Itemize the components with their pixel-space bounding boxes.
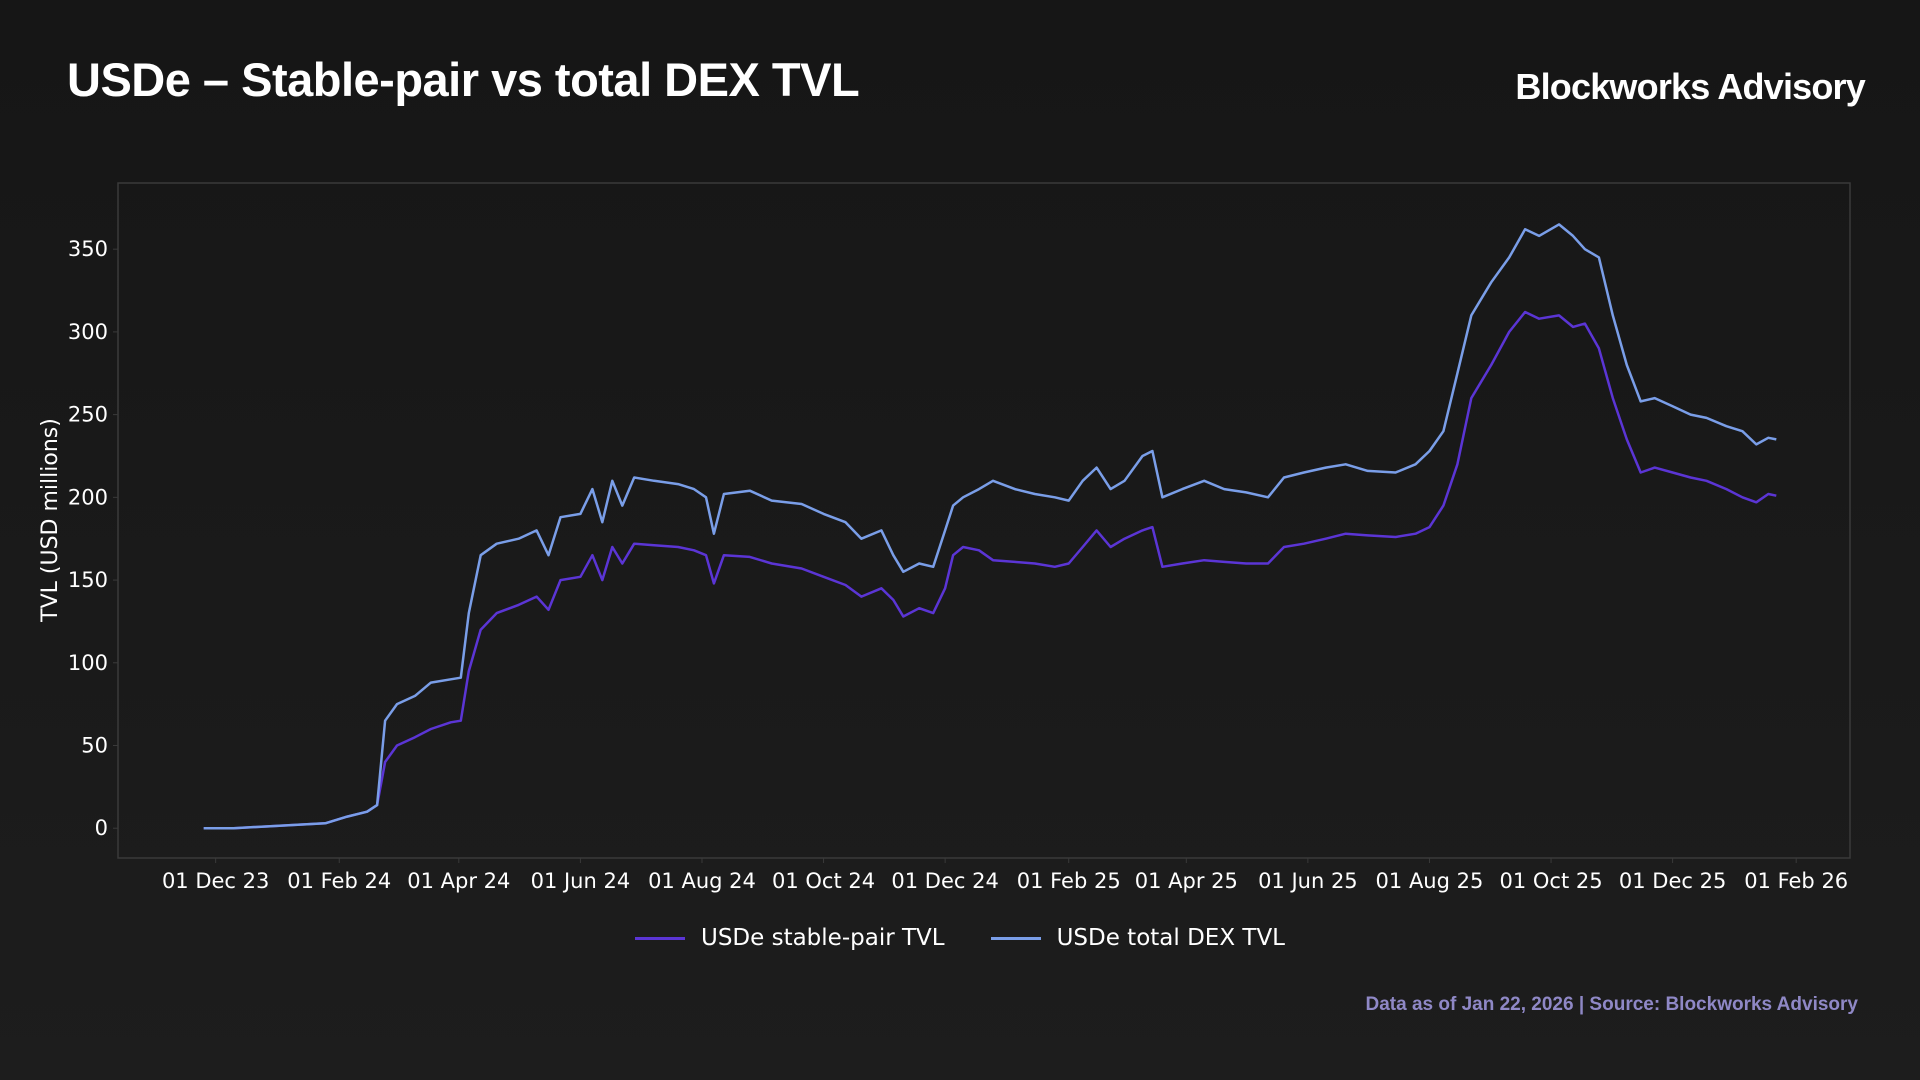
x-tick-label: 01 Feb 26 bbox=[1744, 869, 1848, 893]
x-tick-label: 01 Feb 24 bbox=[287, 869, 391, 893]
x-tick-label: 01 Dec 25 bbox=[1619, 869, 1726, 893]
y-tick-label: 0 bbox=[95, 816, 108, 840]
x-tick-label: 01 Dec 23 bbox=[162, 869, 269, 893]
x-tick-label: 01 Aug 24 bbox=[648, 869, 756, 893]
x-tick-label: 01 Oct 24 bbox=[772, 869, 875, 893]
y-tick-label: 100 bbox=[68, 651, 108, 675]
x-tick-label: 01 Dec 24 bbox=[891, 869, 998, 893]
source-note: Data as of Jan 22, 2026 | Source: Blockw… bbox=[1365, 994, 1859, 1015]
y-tick-label: 350 bbox=[68, 237, 108, 261]
x-axis: 01 Dec 23 01 Feb 24 01 Apr 24 01 Jun 24 01 A… bbox=[162, 858, 1848, 893]
y-tick-label: 300 bbox=[68, 320, 108, 344]
series-line-stable-pair bbox=[203, 310, 1777, 830]
legend-label: USDe stable-pair TVL bbox=[700, 925, 945, 951]
y-axis-title: TVL (USD millions) bbox=[38, 418, 63, 623]
x-tick-label: 01 Jun 25 bbox=[1258, 869, 1358, 893]
plot-area bbox=[117, 182, 1851, 859]
brand-logo: Blockworks Advisory bbox=[1515, 66, 1865, 107]
y-tick-label: 250 bbox=[68, 403, 108, 427]
x-tick-label: 01 Apr 25 bbox=[1135, 869, 1238, 893]
x-tick-label: 01 Feb 25 bbox=[1017, 869, 1121, 893]
y-tick-label: 200 bbox=[68, 485, 108, 509]
series-layer bbox=[203, 223, 1777, 830]
x-tick-label: 01 Aug 25 bbox=[1376, 869, 1484, 893]
y-tick-label: 150 bbox=[68, 568, 108, 592]
x-tick-label: 01 Jun 24 bbox=[531, 869, 631, 893]
legend-label: USDe total DEX TVL bbox=[1056, 925, 1285, 951]
chart-legend: USDe stable-pair TVL USDe total DEX TVL bbox=[0, 925, 1920, 951]
y-axis: 0 50 100 150 200 250 300 350 bbox=[68, 237, 118, 840]
x-tick-label: 01 Apr 24 bbox=[407, 869, 510, 893]
legend-item-total-dex: USDe total DEX TVL bbox=[990, 925, 1285, 951]
legend-swatch bbox=[990, 936, 1041, 940]
chart-title: USDe – Stable-pair vs total DEX TVL bbox=[67, 53, 860, 106]
series-line-total-dex bbox=[203, 223, 1777, 830]
legend-item-stable-pair: USDe stable-pair TVL bbox=[634, 925, 945, 951]
x-tick-label: 01 Oct 25 bbox=[1499, 869, 1602, 893]
y-tick-label: 50 bbox=[81, 734, 108, 758]
legend-swatch bbox=[634, 936, 685, 940]
